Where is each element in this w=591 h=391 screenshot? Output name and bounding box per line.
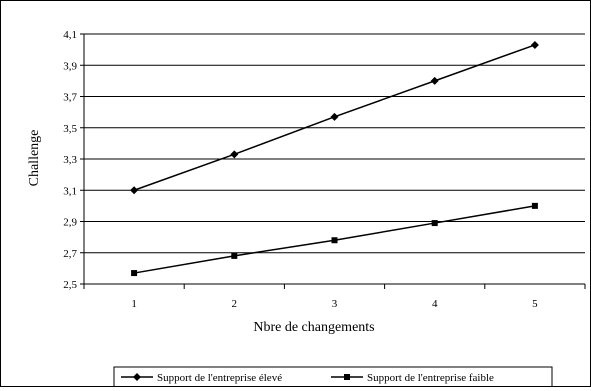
series-2 (131, 202, 538, 277)
data-point (331, 237, 338, 244)
legend-label: Support de l'entreprise faible (367, 372, 494, 384)
legend-label: Support de l'entreprise élevé (157, 372, 282, 384)
data-point (530, 40, 539, 49)
legend-marker (133, 373, 141, 381)
data-point (230, 150, 239, 159)
y-axis-title: Challenge (27, 130, 42, 187)
legend-item-1: Support de l'entreprise élevé (121, 372, 282, 384)
legend-item-2: Support de l'entreprise faible (331, 372, 494, 384)
x-tick-label: 3 (332, 298, 338, 310)
data-point (131, 270, 138, 277)
y-tick-label: 3,5 (63, 123, 77, 135)
axes (80, 33, 586, 289)
x-tick-label: 2 (232, 298, 238, 310)
y-tick-label: 2,7 (63, 248, 77, 260)
data-point (130, 186, 139, 195)
series (130, 40, 539, 277)
x-tick-label: 4 (432, 298, 438, 310)
x-tick-label: 1 (131, 298, 137, 310)
x-axis-title: Nbre de changements (253, 320, 374, 335)
data-point (430, 76, 439, 85)
x-tick-label: 5 (532, 298, 538, 310)
y-tick-label: 3,1 (63, 185, 77, 197)
y-tick-label: 3,9 (63, 60, 77, 72)
y-tick-label: 3,7 (63, 92, 77, 104)
series-1 (130, 40, 539, 195)
y-tick-label: 2,5 (63, 279, 77, 291)
y-tick-label: 3,3 (63, 154, 77, 166)
data-point (431, 220, 438, 227)
gridlines (84, 33, 585, 254)
tick-labels: 2,5 2,7 2,9 3,1 3,3 3,5 3,7 3,9 4,1 1 2 3 4 5 (63, 29, 538, 310)
y-tick-label: 2,9 (63, 217, 77, 229)
legend-marker (344, 374, 350, 380)
legend: Support de l'entreprise élevé Support de … (113, 366, 553, 388)
y-tick-label: 4,1 (63, 29, 77, 41)
data-point (531, 202, 538, 209)
data-point (231, 252, 238, 259)
data-point (330, 112, 339, 121)
